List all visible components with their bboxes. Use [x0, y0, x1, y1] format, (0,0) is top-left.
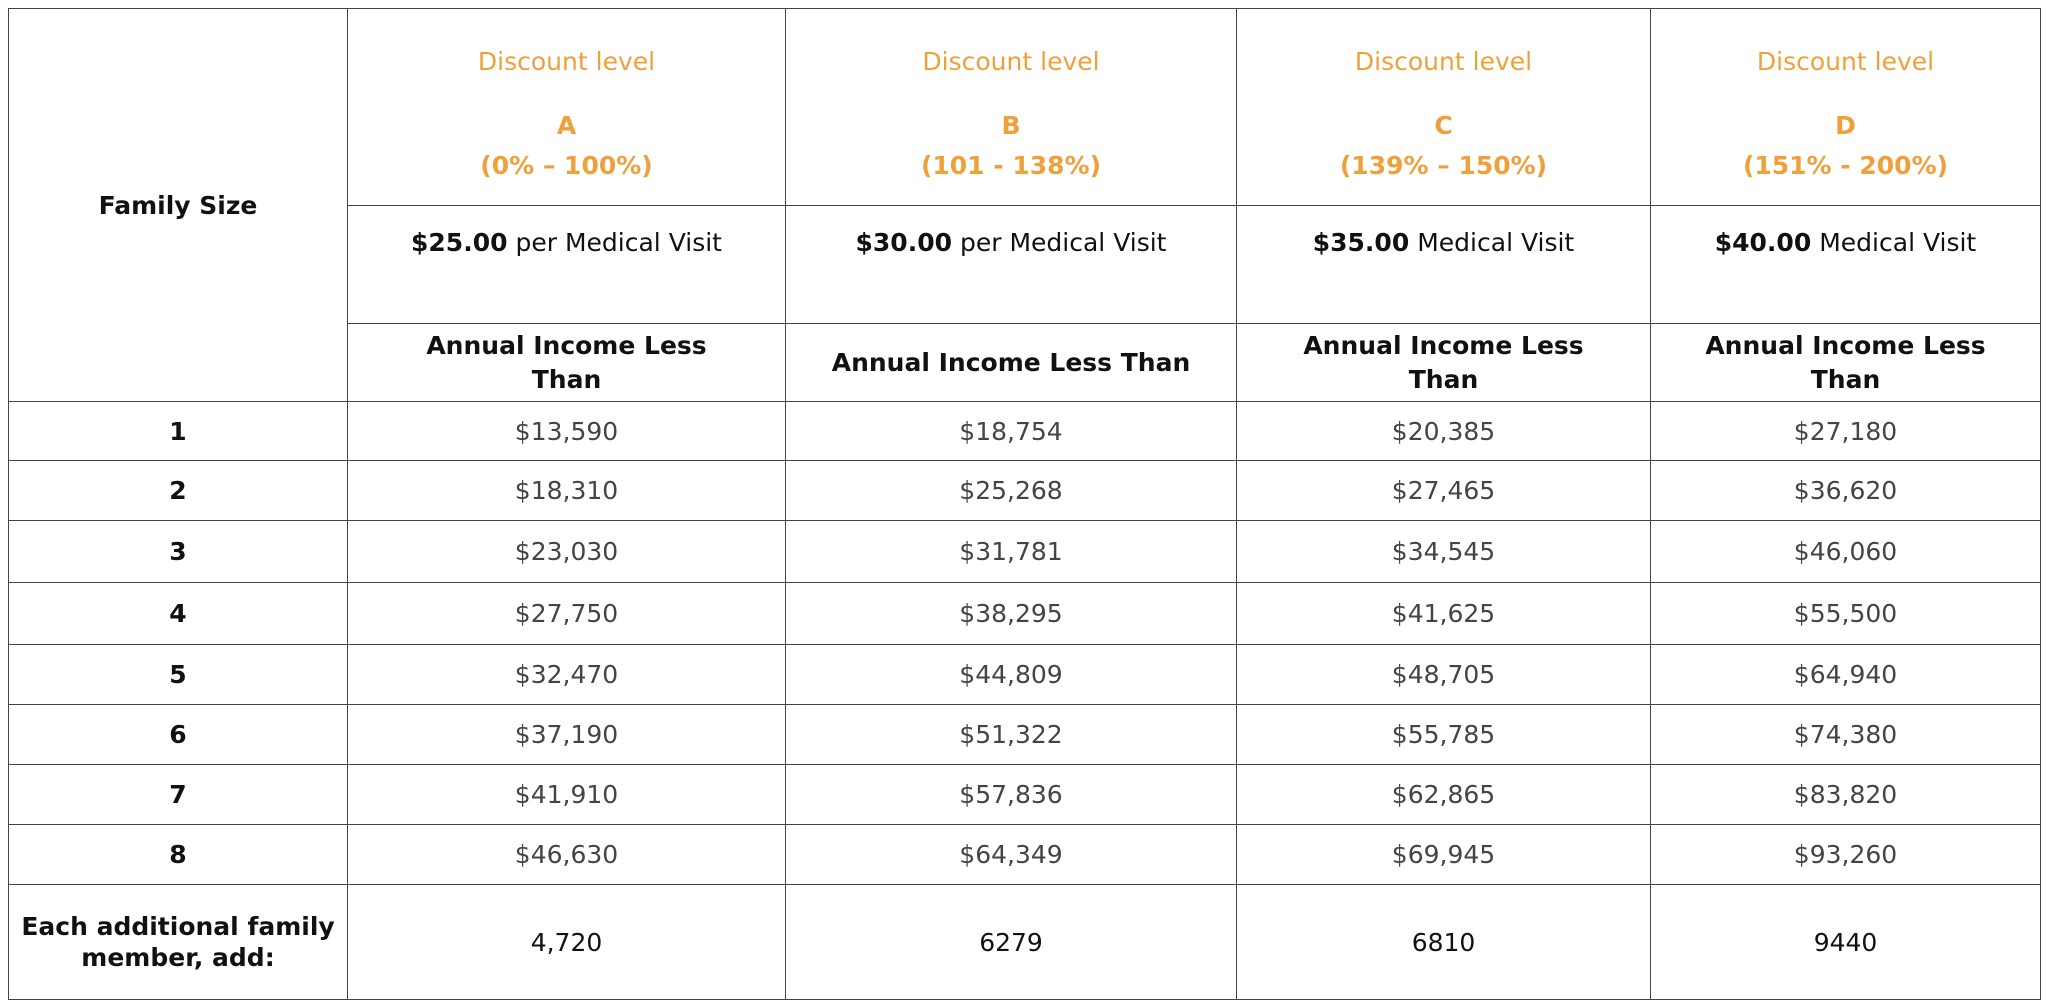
fee-amount: $30.00	[855, 228, 952, 257]
income-value: $36,620	[1650, 460, 2041, 521]
income-value: $74,380	[1650, 704, 2041, 765]
family-size-header: Family Size	[8, 8, 348, 402]
family-size: 1	[8, 401, 348, 461]
family-size: 7	[8, 764, 348, 825]
level-range: (101 - 138%)	[920, 151, 1102, 180]
fee-amount: $35.00	[1312, 228, 1410, 257]
income-value: $51,322	[785, 704, 1237, 765]
data-row: 1 $13,590 $18,754 $20,385 $27,180	[8, 401, 2041, 461]
income-value: $44,809	[785, 644, 1237, 705]
header-row: Family Size Discount level A (0% – 100%) Dis…	[8, 8, 2041, 402]
data-row: 6 $37,190 $51,322 $55,785 $74,380	[8, 704, 2041, 765]
income-row: Annual Income Less Than Annual Income Les…	[9, 323, 2041, 402]
discount-level: Discount level B (101 - 138%)	[785, 8, 1237, 206]
income-value: $48,705	[1236, 644, 1651, 705]
family-size: 5	[8, 644, 348, 705]
fee-table: Family Size Discount level A (0% – 100%) Dis…	[8, 8, 2041, 1000]
fee-cell: $40.00 Medical Visit	[1650, 205, 2041, 324]
fee-text: per Medical Visit	[960, 228, 1167, 257]
additional-label: Each additional family member, add:	[8, 884, 348, 1000]
level-range: (0% – 100%)	[480, 151, 653, 180]
additional-value: 9440	[1650, 884, 2041, 1000]
level-label: Discount level	[922, 47, 1100, 76]
data-row: 5 $32,470 $44,809 $48,705 $64,940	[8, 644, 2041, 705]
income-value: $27,465	[1236, 460, 1651, 521]
discount-level: Discount level A (0% – 100%)	[347, 8, 786, 206]
income-value: $27,750	[347, 582, 786, 645]
level-letter: B	[1001, 111, 1021, 140]
family-size: 3	[8, 520, 348, 583]
family-size: 8	[8, 824, 348, 885]
fee-text: per Medical Visit	[515, 228, 722, 257]
discount-level: Discount level D (151% - 200%)	[1650, 8, 2041, 206]
additional-value: 4,720	[347, 884, 786, 1000]
income-value: $18,754	[785, 401, 1237, 461]
data-row: 2 $18,310 $25,268 $27,465 $36,620	[8, 460, 2041, 521]
income-value: $64,349	[785, 824, 1237, 885]
level-label: Discount level	[1354, 47, 1533, 76]
level-letter: D	[1835, 111, 1856, 140]
level-label: Discount level	[477, 47, 656, 76]
fee-amount: $25.00	[411, 228, 508, 257]
level-letter: A	[556, 111, 577, 140]
level-range: (151% - 200%)	[1742, 151, 1949, 180]
income-value: $27,180	[1650, 401, 2041, 461]
family-size: 6	[8, 704, 348, 765]
data-row: 8 $46,630 $64,349 $69,945 $93,260	[8, 824, 2041, 885]
fee-text: Medical Visit	[1417, 228, 1575, 257]
income-value: $55,785	[1236, 704, 1651, 765]
income-value: $37,190	[347, 704, 786, 765]
additional-value: 6810	[1236, 884, 1651, 1000]
income-value: $13,590	[347, 401, 786, 461]
fee-cell: $25.00 per Medical Visit	[347, 205, 786, 324]
level-range: (139% – 150%)	[1339, 151, 1548, 180]
additional-value: 6279	[785, 884, 1237, 1000]
income-value: $41,625	[1236, 582, 1651, 645]
data-row: 4 $27,750 $38,295 $41,625 $55,500	[8, 582, 2041, 645]
family-size: 2	[8, 460, 348, 521]
income-value: $31,781	[785, 520, 1237, 583]
fee-cell: $30.00 per Medical Visit	[785, 205, 1237, 324]
fee-text: Medical Visit	[1819, 228, 1977, 257]
income-label: Annual Income Less Than	[347, 323, 786, 402]
income-value: $55,500	[1650, 582, 2041, 645]
data-row: 7 $41,910 $57,836 $62,865 $83,820	[8, 764, 2041, 825]
income-value: $23,030	[347, 520, 786, 583]
income-value: $46,060	[1650, 520, 2041, 583]
level-label: Discount level	[1756, 47, 1935, 76]
income-value: $38,295	[785, 582, 1237, 645]
income-value: $20,385	[1236, 401, 1651, 461]
income-value: $69,945	[1236, 824, 1651, 885]
income-value: $46,630	[347, 824, 786, 885]
income-value: $25,268	[785, 460, 1237, 521]
fee-amount: $40.00	[1714, 228, 1812, 257]
income-value: $57,836	[785, 764, 1237, 825]
income-value: $18,310	[347, 460, 786, 521]
income-value: $32,470	[347, 644, 786, 705]
income-value: $64,940	[1650, 644, 2041, 705]
discount-level: Discount level C (139% – 150%)	[1236, 8, 1651, 206]
level-letter: C	[1434, 111, 1453, 140]
income-value: $93,260	[1650, 824, 2041, 885]
income-value: $62,865	[1236, 764, 1651, 825]
additional-row: Each additional family member, add: 4,720…	[8, 884, 2041, 1000]
income-label: Annual Income Less Than	[1236, 323, 1651, 402]
income-value: $83,820	[1650, 764, 2041, 825]
income-value: $41,910	[347, 764, 786, 825]
data-row: 3 $23,030 $31,781 $34,545 $46,060	[8, 520, 2041, 583]
income-label: Annual Income Less Than	[785, 323, 1237, 402]
income-value: $34,545	[1236, 520, 1651, 583]
income-label: Annual Income Less Than	[1650, 323, 2041, 402]
family-size: 4	[8, 582, 348, 645]
fee-cell: $35.00 Medical Visit	[1236, 205, 1651, 324]
